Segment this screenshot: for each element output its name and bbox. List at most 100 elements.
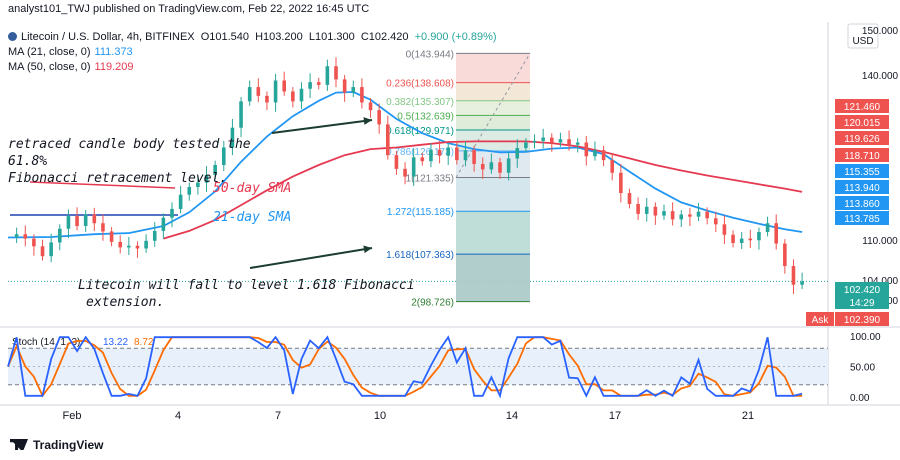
ohlc-change: +0.900 (+0.89%) — [414, 31, 497, 43]
candle-body — [334, 66, 338, 80]
ask-value: 102.390 — [844, 315, 881, 326]
candle-body — [489, 162, 494, 170]
candle-body — [757, 232, 761, 241]
candle-body — [273, 80, 278, 103]
ma21-line — [7, 91, 803, 239]
stoch-tick-label: 100.00 — [850, 332, 881, 343]
fib-level-label: 0.5(132.639) — [397, 111, 454, 122]
price-badge-label: 113.785 — [844, 214, 880, 225]
fib-zone — [456, 177, 530, 212]
candle-body — [83, 214, 88, 226]
candle-body — [308, 82, 312, 89]
fib-zone — [456, 254, 530, 302]
ma21-legend-label: MA (21, close, 0) — [8, 46, 91, 58]
arrow-to-618-head — [363, 117, 372, 125]
ohlc-low: L101.300 — [308, 31, 355, 43]
candle-body — [437, 149, 442, 156]
chart-legend: Litecoin / U.S. Dollar, 4h, BITFINEX O10… — [8, 30, 497, 75]
fib-level-label: 1.272(115.185) — [387, 207, 454, 218]
currency-box — [847, 23, 879, 49]
ma50-line — [163, 140, 803, 240]
annotation-retracement-line1: retraced candle body tested the 61.8% — [8, 137, 251, 169]
candle-body — [584, 142, 589, 157]
candle-body — [144, 240, 148, 249]
candle-body — [800, 281, 804, 285]
candle-body — [299, 88, 304, 102]
candle-body — [541, 137, 545, 141]
price-badge-label: 102.420 — [844, 285, 881, 296]
time-tick-label: 17 — [609, 410, 621, 422]
candle-body — [748, 238, 753, 241]
candle-body — [480, 163, 485, 170]
candle-body — [524, 142, 528, 149]
candle-body — [135, 245, 140, 249]
tradingview-logo-icon — [10, 439, 28, 450]
ohlc-close: C102.420 — [360, 31, 409, 43]
ma50-legend-label: MA (50, close, 0) — [8, 61, 91, 73]
price-badge-label: 120.015 — [844, 118, 881, 129]
candle-body — [360, 87, 364, 103]
fib-level-label: 0.236(138.608) — [386, 79, 454, 90]
price-badge — [835, 115, 889, 129]
currency-label: USD — [852, 36, 873, 47]
candle-body — [774, 223, 779, 244]
candle-body — [351, 87, 356, 93]
candle-body — [713, 218, 718, 225]
candle-body — [532, 140, 537, 143]
price-badge-label: 118.710 — [844, 151, 880, 162]
candle-body — [705, 211, 709, 219]
candle-body — [722, 224, 727, 235]
stoch-tick-label: 0.00 — [850, 393, 870, 404]
price-tick-label: 110.000 — [862, 236, 898, 247]
candle-body — [739, 238, 744, 243]
candle-body — [455, 147, 459, 161]
stoch-legend-label: Stoch (14, 1, 3) — [12, 337, 80, 348]
candle-body — [118, 241, 123, 248]
litecoin-icon — [8, 32, 17, 41]
stoch-d-value: 8.72 — [134, 337, 154, 348]
candle-body — [377, 110, 381, 125]
candle-body — [601, 150, 606, 161]
candle-body — [23, 234, 28, 239]
symbol-label: Litecoin / U.S. Dollar, 4h, BITFINEX — [21, 31, 195, 43]
candle-body — [316, 82, 321, 85]
ask-badge — [835, 312, 889, 326]
tradingview-footer: TradingView — [10, 438, 103, 452]
candle-body — [127, 245, 131, 248]
price-badge — [835, 99, 889, 113]
candle-body — [282, 80, 287, 92]
fib-level-label: 1(121.335) — [406, 173, 454, 184]
candle-body — [446, 147, 451, 156]
candle-body — [49, 242, 53, 257]
candle-body — [75, 216, 79, 226]
candle-body — [325, 66, 330, 85]
candle-body — [783, 243, 787, 267]
fib-level-label: 2(98.726) — [411, 298, 454, 309]
candle-body — [636, 204, 640, 214]
price-badge — [835, 211, 889, 225]
candle-body — [463, 150, 468, 161]
candle-body — [791, 266, 796, 285]
ohlc-high: H103.200 — [255, 31, 303, 43]
annotation-retracement: retraced candle body tested the 61.8% Fi… — [8, 136, 278, 187]
candle-body — [342, 79, 347, 93]
time-tick-label: 14 — [506, 410, 518, 422]
candle-body — [653, 206, 658, 216]
annotation-target-line1: Litecoin will fall to level 1.618 Fibona… — [78, 278, 415, 293]
fib-level-label: 0.786(126.173) — [386, 147, 454, 158]
candle-body — [696, 211, 701, 217]
candle-body — [385, 124, 390, 156]
fib-zone — [456, 115, 530, 131]
ask-tag — [806, 312, 834, 326]
time-tick-label: 21 — [742, 410, 754, 422]
price-badge-label: 115.355 — [844, 167, 880, 178]
fib-level-label: 1.618(107.363) — [386, 250, 454, 261]
sma21-label: 21-day SMA — [213, 210, 292, 225]
candle-body — [213, 165, 217, 175]
candle-body — [368, 102, 373, 111]
candle-body — [420, 157, 425, 162]
price-tick-label: 104.000 — [862, 276, 899, 287]
fib-level-label: 0.382(135.307) — [386, 97, 454, 108]
candle-body — [765, 223, 770, 233]
